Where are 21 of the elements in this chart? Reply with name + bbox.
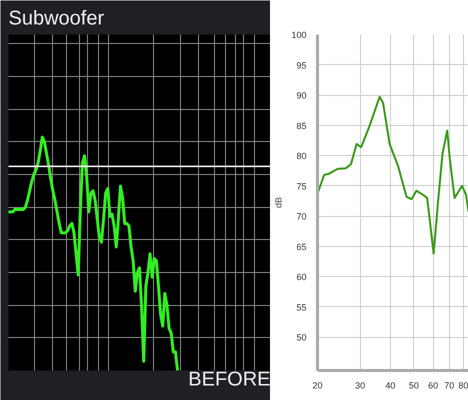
x-tick-label: 80 [458, 380, 468, 390]
y-tick-label: 80 [296, 151, 307, 162]
chart-title: Subwoofer [8, 8, 104, 30]
y-tick-label: 60 [296, 272, 307, 282]
y-tick-label: 95 [296, 60, 307, 70]
y-tick-label: 85 [296, 120, 307, 131]
x-tick-label: 30 [355, 380, 366, 390]
x-tick-label: 60 [428, 380, 438, 390]
annotation: BEFORE [188, 368, 271, 390]
y-tick-label: 50 [296, 332, 307, 343]
y-tick-label: 100 [291, 30, 307, 40]
y-tick-label: 75 [296, 181, 307, 192]
x-tick-label: 40 [385, 380, 396, 390]
x-tick-label: 20 [312, 380, 323, 390]
x-tick-label: 70 [444, 380, 454, 390]
y-tick-label: 90 [296, 90, 307, 101]
y-tick-label: 55 [296, 302, 307, 312]
y-axis-title: dB [273, 196, 284, 208]
y-tick-label: 70 [296, 212, 307, 222]
x-tick-label: 50 [408, 380, 419, 390]
y-tick-label: 65 [296, 242, 307, 252]
